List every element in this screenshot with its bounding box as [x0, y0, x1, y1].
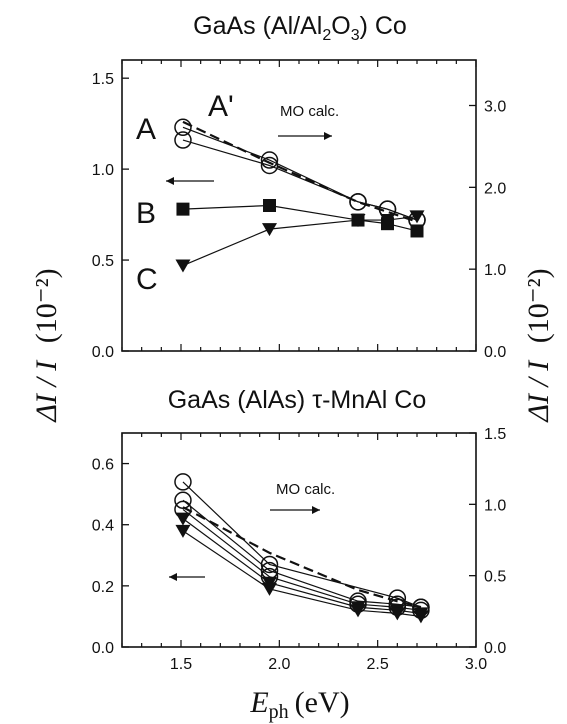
mo-calc-line [182, 506, 422, 609]
x-tick-label: 2.5 [367, 656, 389, 673]
top-panel: 0.0 0.5 1.0 1.5 0.0 1.0 2.0 3.0 MO calc. A A' BC [92, 60, 506, 361]
y-tick-label-right: 2.0 [484, 180, 506, 197]
y-tick-label-left: 0.0 [92, 640, 114, 657]
y-tick-label-right: 1.0 [484, 262, 506, 279]
label-A: A [136, 113, 156, 146]
y-tick-label-left: 0.5 [92, 253, 114, 270]
label-B: B [136, 197, 156, 230]
bottom-panel: 0.0 0.2 0.4 0.6 0.0 0.5 1.0 1.5 1.5 2.0 2.5 3.0 MO c… [92, 426, 507, 673]
marker-square [410, 224, 424, 238]
y-tick-label-right: 0.5 [484, 569, 506, 586]
right-arrow-head [312, 506, 320, 514]
mo-calc-label: MO calc. [276, 481, 335, 498]
marker-triangle [175, 524, 191, 538]
x-tick-label: 2.0 [268, 656, 290, 673]
marker-circle [349, 193, 367, 211]
top-panel-title: GaAs (Al/Al2O3) Co [193, 12, 407, 44]
marker-triangle [413, 610, 429, 624]
y-tick-label-left: 1.0 [92, 162, 114, 179]
marker-square [263, 199, 276, 212]
marker-triangle [380, 214, 395, 228]
y-tick-label-right: 1.0 [484, 497, 506, 514]
marker-circle [260, 151, 279, 169]
marker-square [176, 202, 190, 216]
y-axis-label-right: ΔI / I (10⁻²) [522, 268, 555, 422]
y-tick-label-right: 3.0 [484, 98, 506, 115]
mo-calc-label: MO calc. [280, 103, 339, 120]
x-axis-label: Eph (eV) [249, 686, 349, 723]
y-axis-label-left: ΔI / I (10⁻²) [30, 268, 63, 422]
y-tick-label-right: 0.0 [484, 344, 506, 361]
left-arrow-head [169, 573, 177, 581]
mo-calc-line [182, 120, 418, 223]
right-arrow-head [324, 132, 332, 140]
y-tick-label-left: 0.4 [92, 518, 114, 535]
y-tick-label-right: 0.0 [484, 640, 506, 657]
marker-triangle [175, 512, 191, 526]
marker-circle [174, 131, 192, 149]
series-line [182, 139, 418, 221]
y-tick-label-left: 0.6 [92, 457, 114, 474]
marker-triangle [262, 582, 277, 596]
marker-triangle [175, 259, 191, 273]
x-tick-label: 3.0 [465, 656, 487, 673]
marker-triangle [409, 210, 425, 224]
y-tick-label-right: 1.5 [484, 426, 506, 443]
series-line [182, 126, 418, 221]
marker-triangle [262, 223, 277, 237]
label-A-prime: A' [208, 90, 234, 123]
y-tick-label-left: 0.2 [92, 579, 114, 596]
marker-triangle [350, 214, 366, 228]
y-tick-label-left: 1.5 [92, 71, 114, 88]
marker-circle [260, 156, 279, 175]
bottom-panel-title: GaAs (AlAs) τ-MnAl Co [168, 386, 427, 414]
marker-triangle [389, 607, 405, 621]
series-line [182, 481, 422, 608]
marker-circle [174, 118, 192, 137]
x-tick-label: 1.5 [170, 656, 192, 673]
marker-triangle [350, 604, 366, 618]
left-arrow-head [166, 177, 174, 185]
label-C: C [136, 263, 158, 296]
series-line [182, 518, 422, 614]
marker-circle [174, 473, 192, 491]
y-tick-label-left: 0.0 [92, 344, 114, 361]
